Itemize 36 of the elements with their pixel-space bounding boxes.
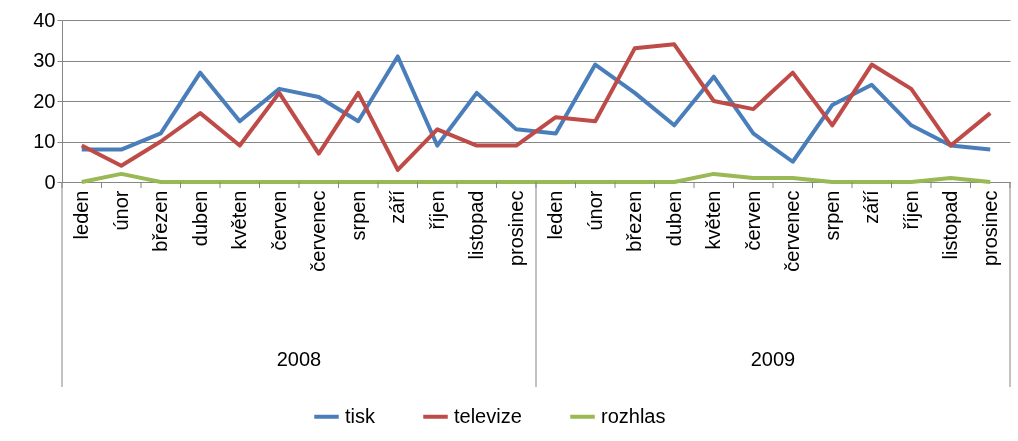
y-tick-label: 0 — [44, 170, 56, 193]
y-tick-label: 20 — [33, 89, 56, 112]
text: 2009 — [750, 348, 796, 370]
x-tick-label: srpen — [346, 190, 369, 241]
x-tick-label: srpen — [820, 190, 843, 241]
x-tick-label: listopad — [939, 190, 962, 260]
legend-label: tisk — [345, 404, 376, 427]
line-series — [79, 54, 993, 164]
line-series — [79, 42, 993, 172]
x-tick-label: říjen — [425, 190, 448, 230]
x-tick-label: říjen — [899, 190, 922, 230]
x-tick-label: červen — [267, 190, 290, 251]
x-tick-label: květen — [702, 190, 725, 250]
y-tick-label: 40 — [33, 8, 56, 31]
x-tick-label: září — [860, 190, 883, 224]
x-tick-label: červenec — [307, 190, 330, 272]
x-tick-label: duben — [662, 190, 685, 247]
x-tick-label: listopad — [465, 190, 488, 260]
legend-label: rozhlas — [601, 404, 666, 427]
x-tick-label: prosinec — [504, 190, 527, 267]
x-tick-label: prosinec — [978, 190, 1001, 267]
x-tick-label: duben — [188, 190, 211, 247]
x-tick-label: únor — [583, 190, 606, 231]
x-tick-label: leden — [544, 190, 567, 240]
text: 2008 — [276, 348, 322, 370]
x-tick-label: září — [386, 190, 409, 224]
x-tick-label: červenec — [781, 190, 804, 272]
x-tick-label: leden — [70, 190, 93, 240]
x-tick-label: březen — [623, 190, 646, 252]
x-tick-label: květen — [228, 190, 251, 250]
legend-label: televize — [454, 404, 522, 427]
y-tick-label: 30 — [33, 49, 56, 71]
x-tick-label: březen — [149, 190, 172, 252]
x-tick-label: únor — [109, 190, 132, 231]
x-tick-label: červen — [741, 190, 764, 251]
y-tick-label: 10 — [33, 130, 56, 152]
